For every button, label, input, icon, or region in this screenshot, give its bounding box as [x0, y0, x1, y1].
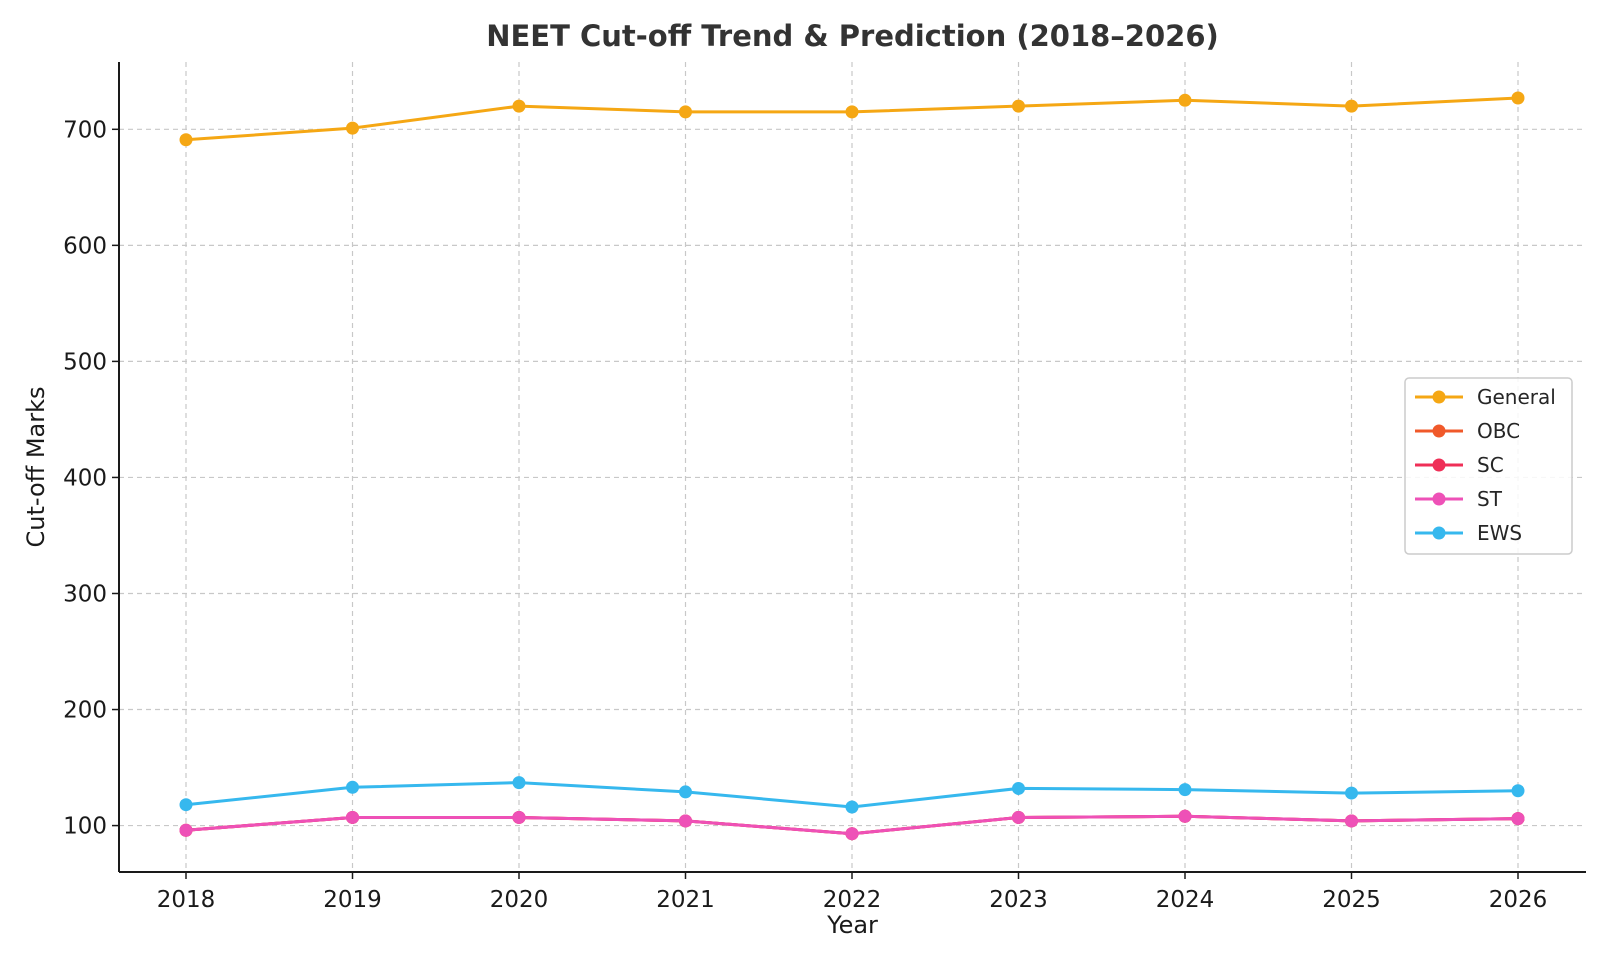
data-point-general	[512, 99, 526, 113]
legend-item-general: General	[1415, 385, 1556, 409]
legend-label: General	[1477, 385, 1556, 409]
x-tick-label: 2021	[656, 887, 715, 913]
series-general	[179, 91, 1525, 147]
data-point-ews	[346, 780, 359, 794]
data-point-ews	[1345, 786, 1358, 800]
x-tick-label: 2023	[989, 887, 1048, 913]
data-point-general	[679, 105, 692, 119]
data-point-ews	[179, 798, 193, 812]
y-tick-label: 500	[63, 349, 107, 375]
y-axis-title: Cut-off Marks	[22, 386, 50, 547]
data-point-st	[346, 810, 359, 824]
x-tick-label: 2025	[1322, 887, 1381, 913]
data-point-general	[179, 133, 193, 147]
data-point-ews	[679, 785, 692, 799]
data-point-general	[845, 105, 859, 119]
y-tick-label: 200	[63, 698, 107, 724]
y-tick-label: 600	[63, 233, 107, 259]
data-point-st	[1178, 809, 1192, 823]
x-tick-label: 2018	[157, 887, 216, 913]
x-tick-label: 2020	[490, 887, 549, 913]
data-point-st	[1511, 812, 1525, 826]
data-point-ews	[845, 800, 859, 814]
legend-marker	[1432, 424, 1446, 438]
series-layer	[179, 91, 1525, 841]
series-ews	[179, 776, 1525, 814]
legend-marker	[1432, 458, 1446, 472]
data-point-general	[1178, 93, 1192, 107]
y-tick-label: 400	[63, 465, 107, 491]
grid-layer	[119, 62, 1586, 872]
x-tick-label: 2026	[1489, 887, 1548, 913]
data-point-st	[679, 814, 692, 828]
legend-label: SC	[1477, 453, 1504, 477]
x-tick-label: 2022	[823, 887, 882, 913]
ticks-layer: 100 200 300 400 500 600 700 2018 2019 2020 2021 202…	[63, 117, 1547, 913]
data-point-st	[179, 823, 193, 837]
data-point-st	[1345, 814, 1358, 828]
y-tick-label: 700	[63, 117, 107, 143]
data-point-general	[1345, 99, 1358, 113]
legend-marker	[1432, 492, 1446, 506]
x-axis-title: Year	[826, 911, 878, 939]
data-point-ews	[1511, 784, 1525, 798]
x-tick-label: 2019	[323, 887, 382, 913]
legend-items: General OBC SC ST EWS	[1415, 385, 1556, 545]
legend-label: ST	[1477, 487, 1503, 511]
legend-item-obc: OBC	[1415, 419, 1520, 443]
data-point-ews	[1012, 781, 1025, 795]
data-point-general	[346, 121, 359, 135]
legend-item-sc: SC	[1415, 453, 1504, 477]
data-point-st	[1012, 810, 1025, 824]
legend-label: EWS	[1477, 521, 1522, 545]
legend-marker	[1432, 390, 1446, 404]
y-tick-label: 100	[63, 814, 107, 840]
legend-item-ews: EWS	[1415, 521, 1522, 545]
legend-item-st: ST	[1415, 487, 1503, 511]
legend-marker	[1432, 526, 1446, 540]
data-point-st	[845, 827, 859, 841]
legend-box	[1404, 377, 1573, 555]
y-tick-label: 300	[63, 581, 107, 607]
data-point-general	[1511, 91, 1525, 105]
x-tick-label: 2024	[1156, 887, 1215, 913]
data-point-general	[1012, 99, 1025, 113]
legend: General OBC SC ST EWS	[1404, 377, 1573, 555]
data-point-st	[512, 810, 526, 824]
data-point-ews	[1178, 783, 1192, 797]
chart-title: NEET Cut-off Trend & Prediction (2018–20…	[486, 19, 1219, 53]
legend-label: OBC	[1477, 419, 1520, 443]
data-point-ews	[512, 776, 526, 790]
series-st	[179, 809, 1525, 841]
